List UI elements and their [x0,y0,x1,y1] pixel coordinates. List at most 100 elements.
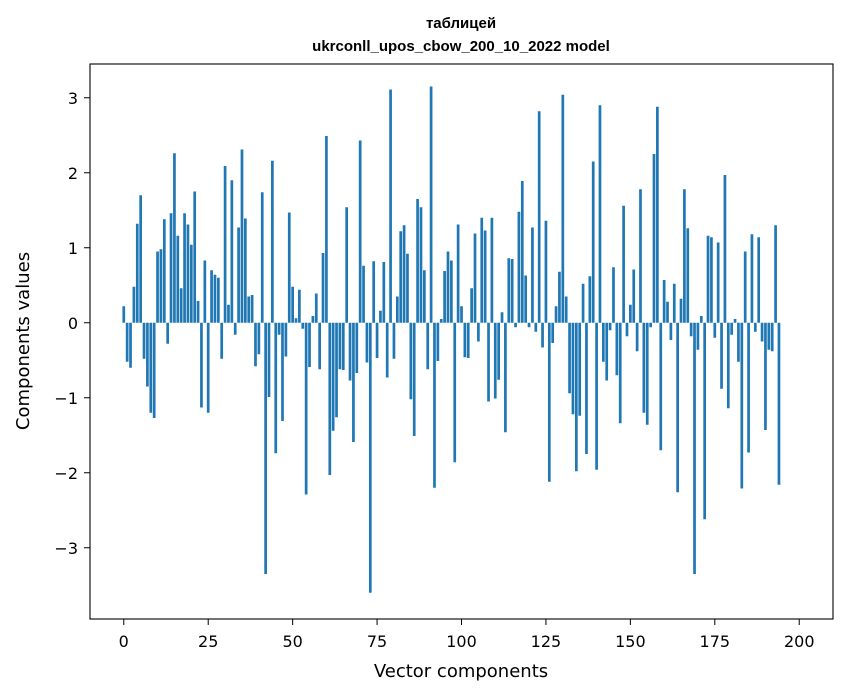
bar [656,106,659,323]
bar [710,237,713,323]
bar [669,322,673,340]
bar [537,111,541,323]
bar [753,322,757,332]
bar [770,322,774,352]
bar [689,322,693,337]
bar [409,322,413,400]
bar [436,322,440,361]
y-tick-label: −1 [54,389,78,408]
x-axis-label: Vector components [374,661,548,682]
bar [473,233,477,323]
bar [625,322,629,337]
bar [601,322,605,362]
bar [362,265,365,323]
bar [760,322,764,342]
bar [372,261,376,323]
bar [699,316,703,323]
bar [588,276,592,323]
bar [135,223,139,323]
bars-group [122,86,781,593]
bar [193,191,197,323]
bar [558,271,561,323]
y-axis-label: Components values [13,252,34,430]
bar [547,322,551,482]
bar [260,192,264,323]
bar [696,322,700,350]
bar [686,228,690,323]
bar [666,301,669,323]
bar [200,322,203,408]
chart-title-line1: таблицей [426,15,496,32]
bar [487,322,490,402]
bar [281,322,284,421]
x-tick-label: 125 [531,632,562,651]
bar [379,310,382,323]
bar [216,277,220,323]
bar [179,288,183,323]
bar [291,286,294,323]
bar [726,322,730,409]
bar [271,160,274,323]
bar [554,306,558,323]
bar [639,189,642,323]
bar [149,322,153,413]
bar [142,322,146,359]
bar [585,322,588,454]
bar [355,322,359,373]
bar [345,207,349,323]
bar [605,322,609,381]
bar [433,322,436,488]
bar [335,322,338,418]
bar [520,181,524,323]
bar [152,322,156,418]
bar [541,322,544,348]
bar [757,237,761,323]
bar [203,260,207,323]
y-tick-label: −3 [54,539,78,558]
chart-title-line2: ukrconll_upos_cbow_200_10_2022 model [312,38,610,55]
bar [676,322,679,493]
bar [723,175,727,323]
bar [173,153,176,323]
bar [318,322,321,370]
bar [497,322,500,380]
bar [311,316,315,323]
bar [240,149,244,323]
bar [703,322,707,520]
bar [375,322,379,358]
bar [649,322,652,328]
bar [571,322,575,415]
bar [713,322,717,338]
bar [659,322,663,451]
bar [429,86,433,323]
bar [419,207,423,323]
bar [456,224,460,323]
bar [277,322,281,335]
bar [250,295,254,323]
bar [683,189,686,323]
bar [186,224,190,323]
bar [618,322,622,424]
bar [730,322,734,335]
bar [348,322,352,381]
x-tick-label: 25 [198,632,218,651]
bar [223,166,227,323]
y-tick-label: 2 [68,164,78,183]
bar [517,211,521,323]
bar [453,322,457,463]
bar [274,322,278,454]
y-tick-label: 1 [68,239,78,258]
bar [213,274,217,323]
bar [314,293,318,323]
bar [483,230,487,323]
bar [463,322,467,358]
bar [493,322,497,399]
bar [220,322,224,359]
bar [382,262,386,323]
bar [747,322,750,453]
bar [132,286,136,323]
bar [612,267,615,323]
x-tick-label: 175 [700,632,731,651]
bar [294,318,298,323]
bar [443,271,446,323]
